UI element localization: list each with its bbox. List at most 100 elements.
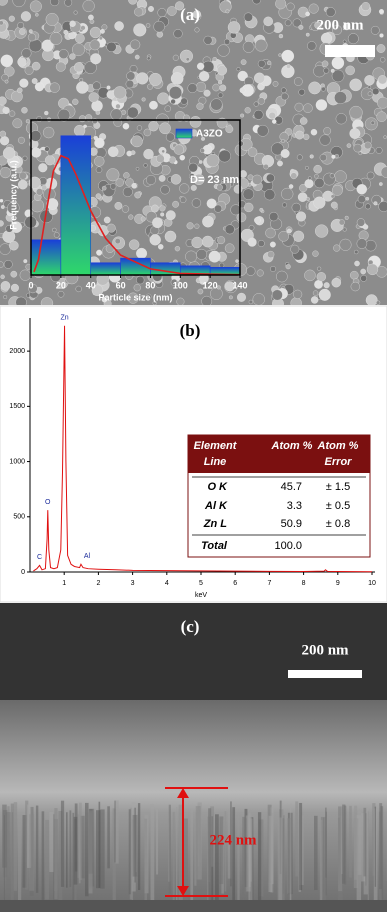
column-streak [299,802,303,891]
grain [343,22,351,31]
column-streak [100,809,105,889]
grain [18,171,27,180]
grain [20,11,32,22]
y-tick-label: 2000 [9,348,25,355]
column-streak [114,800,116,863]
column-streak [66,812,68,888]
grain [244,107,251,114]
grain [312,290,319,296]
grain [314,224,329,238]
grain [0,54,14,68]
grain [145,23,151,28]
grain [334,170,347,184]
table-cell: ± 0.8 [326,518,350,530]
grain [68,32,76,40]
plot-frame [30,119,241,276]
grain [41,184,48,191]
grain [147,83,154,90]
grain [361,1,371,12]
grain [380,57,386,63]
grain [174,245,181,252]
grain [271,289,283,301]
grain [356,238,368,249]
grain [218,149,231,163]
grain [303,133,310,141]
grain [17,57,27,67]
grain [180,97,188,105]
column-streak [230,801,232,887]
grain [370,25,380,35]
y-tick-label: 1500 [9,403,25,410]
grain [236,212,247,223]
grain [34,12,39,17]
grain [299,183,308,193]
grain [187,83,198,94]
grain [254,216,261,224]
grain [16,87,23,94]
column-streak [232,807,236,905]
y-tick-label: 0 [21,569,25,576]
column-streak [323,817,325,893]
grain [200,136,206,141]
grain [143,163,148,168]
grain [276,270,288,283]
grain [140,216,146,222]
grain [173,29,183,39]
grain [203,89,211,97]
grain [115,178,125,187]
grain [190,184,197,191]
grain [19,269,31,281]
grain [136,72,149,85]
grain [129,39,141,50]
table-header-cell: Atom % [271,440,313,452]
grain [356,183,368,195]
grain [156,154,165,163]
grain [247,237,257,247]
column-streak [156,809,159,875]
sem-texture [0,0,387,305]
grain [214,204,223,213]
grain [243,12,253,22]
grain [95,110,101,115]
grain [331,69,345,83]
column-streak [60,800,65,887]
grain [347,33,359,45]
grain [101,185,107,191]
grain [354,260,360,267]
x-axis-label: Particle size (nm) [98,292,172,302]
y-tick-label: 500 [13,514,25,521]
grain [0,274,5,280]
grain [168,86,183,100]
grain [360,274,368,282]
grain [305,32,310,37]
grain [331,184,343,196]
grain [281,49,295,63]
grain [170,98,176,105]
column-streak [257,812,262,903]
column-streak [144,818,148,911]
grain [217,92,224,99]
grain [248,299,254,305]
grain [2,146,16,160]
grain [276,160,283,167]
grain [52,227,57,233]
peak-label: C [37,554,42,561]
grain [153,20,165,33]
grain [79,77,84,83]
grain [331,56,345,70]
grain [141,97,146,102]
grain [225,9,230,14]
histogram-bar [30,239,62,276]
grain [147,5,155,12]
grain [278,230,290,242]
grain [253,109,264,120]
column-streak [172,811,175,905]
grain [64,0,73,7]
grain [240,59,247,66]
grain [8,15,15,22]
grain [114,201,123,210]
grain [304,269,316,282]
grain [201,235,214,248]
grain [100,28,105,34]
x-tick-label: 5 [199,580,203,587]
